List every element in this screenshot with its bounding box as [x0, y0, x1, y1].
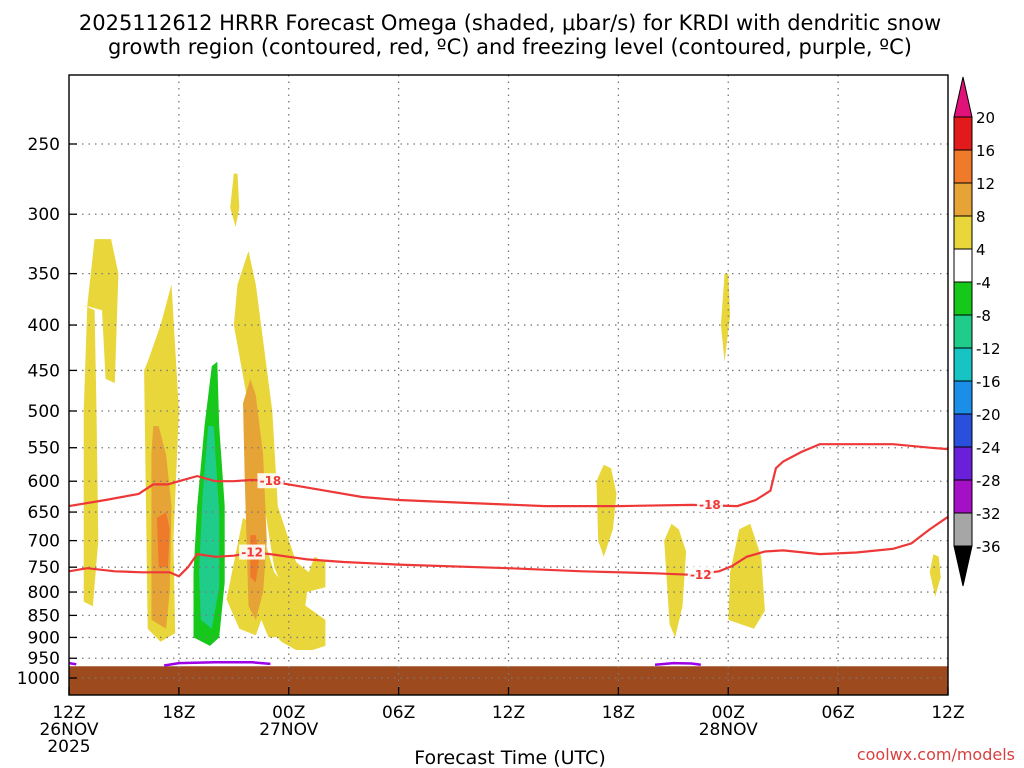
y-tick-label-950: 950	[28, 649, 60, 669]
colorbar-label: -24	[976, 439, 1001, 457]
x-tick-label: 06Z	[821, 703, 854, 723]
colorbar-swatch	[953, 413, 973, 448]
chart-title-line-1: 2025112612 HRRR Forecast Omega (shaded, …	[79, 11, 941, 35]
colorbar-top-arrow	[953, 76, 973, 118]
x-tick-label: 12Z	[492, 703, 525, 723]
omega-region-4	[728, 523, 765, 629]
freezing-level-contour	[163, 661, 271, 667]
colorbar-swatch	[953, 215, 973, 250]
x-tick-label: 28NOV	[699, 720, 758, 740]
y-tick-label-700: 700	[28, 532, 60, 552]
y-tick-label-250: 250	[28, 135, 60, 155]
x-tick-label: 18Z	[162, 703, 195, 723]
contour-label-bg	[696, 496, 723, 512]
colorbar-label: -8	[976, 307, 991, 325]
contour-label-bg	[257, 473, 284, 489]
colorbar-label: 20	[976, 109, 995, 127]
x-tick-label: 00Z	[272, 703, 305, 723]
y-tick-label-550: 550	[28, 439, 60, 459]
omega-region-4	[720, 273, 731, 362]
x-tick-label: 26NOV	[39, 720, 98, 740]
y-tick-label-650: 650	[28, 503, 60, 523]
x-tick-label: 2025	[47, 737, 90, 757]
contour-label: -12	[241, 546, 263, 560]
omega-region-4	[230, 173, 240, 227]
axes: 2503003504004505005506006507007508008509…	[17, 74, 965, 757]
colorbar-swatch	[953, 182, 973, 217]
colorbar-swatch	[953, 248, 973, 283]
y-tick-label-600: 600	[28, 472, 60, 492]
colorbar: 20 16 12 8 4 -4 -8 -12 -16 -20 -24 -28 -32 -36	[953, 76, 1001, 587]
colorbar-label: -12	[976, 340, 1001, 358]
colorbar-swatch	[953, 149, 973, 184]
y-tick-label-1000: 1000	[17, 669, 60, 689]
freezing-level-contour	[68, 661, 77, 666]
x-tick-label: 12Z	[52, 703, 85, 723]
contour-lines: -18 -18 -12 -12	[68, 443, 949, 667]
omega-region-4	[83, 239, 119, 607]
y-tick-label-500: 500	[28, 402, 60, 422]
dgz-contour--12	[68, 515, 949, 578]
x-tick-label: 12Z	[931, 703, 964, 723]
omega-region-4	[233, 250, 326, 625]
dgz-contour--18	[68, 443, 949, 508]
omega-region-4	[929, 554, 941, 597]
colorbar-label: 8	[976, 208, 986, 226]
y-tick-label-350: 350	[28, 265, 60, 285]
colorbar-swatch	[953, 281, 973, 316]
omega-region-12	[156, 512, 170, 568]
omega-shading	[83, 173, 941, 650]
colorbar-label: -16	[976, 373, 1001, 391]
colorbar-label: -28	[976, 472, 1001, 490]
x-axis-label: Forecast Time (UTC)	[414, 747, 605, 768]
omega-region-4	[664, 523, 687, 638]
contour-label: -12	[690, 568, 712, 582]
omega-region--8	[199, 426, 220, 629]
y-tick-label-750: 750	[28, 558, 60, 578]
colorbar-label: 12	[976, 175, 995, 193]
y-tick-label-400: 400	[28, 316, 60, 336]
colorbar-label: -4	[976, 274, 991, 292]
colorbar-swatch	[953, 314, 973, 349]
credit-text: coolwx.com/models	[857, 745, 1015, 764]
contour-label-bg	[687, 566, 714, 582]
colorbar-label: 16	[976, 142, 995, 160]
y-tick-label-450: 450	[28, 361, 60, 381]
x-tick-label: 27NOV	[259, 720, 318, 740]
colorbar-swatch	[953, 347, 973, 382]
omega-region-4	[596, 464, 617, 557]
chart-title-line-2: growth region (contoured, red, ºC) and f…	[108, 35, 912, 59]
x-tick-label: 00Z	[712, 703, 745, 723]
contour-label: -18	[699, 498, 721, 512]
y-tick-label-800: 800	[28, 583, 60, 603]
colorbar-label: -20	[976, 406, 1001, 424]
omega-region-8	[243, 378, 267, 620]
colorbar-label: -32	[976, 505, 1001, 523]
colorbar-bottom-arrow	[953, 545, 973, 587]
colorbar-swatch	[953, 446, 973, 481]
x-tick-label: 18Z	[602, 703, 635, 723]
colorbar-label: -36	[976, 538, 1001, 556]
contour-label: -18	[260, 474, 282, 488]
x-tick-label: 06Z	[382, 703, 415, 723]
colorbar-swatch	[953, 116, 973, 151]
colorbar-swatch	[953, 479, 973, 514]
freezing-level-contour	[654, 661, 701, 666]
y-tick-label-900: 900	[28, 628, 60, 648]
y-tick-label-300: 300	[28, 205, 60, 225]
colorbar-label: 4	[976, 241, 986, 259]
colorbar-swatch	[953, 380, 973, 415]
y-tick-label-850: 850	[28, 606, 60, 626]
contour-label-bg	[239, 544, 266, 560]
colorbar-swatch	[953, 512, 973, 547]
